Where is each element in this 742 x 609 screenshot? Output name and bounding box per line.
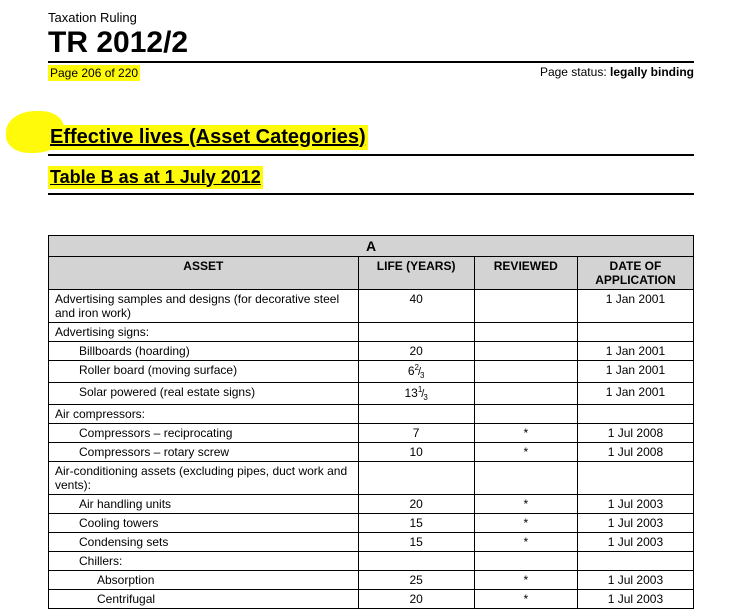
asset-cell: Solar powered (real estate signs) [49,382,359,404]
date-cell: 1 Jul 2003 [577,590,693,609]
table-letter-row: A [49,235,694,256]
reviewed-cell [474,341,577,360]
asset-cell: Compressors – reciprocating [49,424,359,443]
date-cell: 1 Jul 2003 [577,571,693,590]
doc-type-label: Taxation Ruling [48,10,694,25]
asset-cell: Condensing sets [49,533,359,552]
header-rule [48,61,694,63]
life-cell: 20 [358,590,474,609]
reviewed-cell: * [474,571,577,590]
page-status: Page status: legally binding [540,65,694,79]
reviewed-cell: * [474,514,577,533]
life-cell: 20 [358,495,474,514]
life-cell [358,552,474,571]
table-letter-cell: A [49,235,694,256]
asset-cell: Air compressors: [49,405,359,424]
life-cell: 7 [358,424,474,443]
col-header-reviewed: REVIEWED [474,256,577,289]
reviewed-cell [474,405,577,424]
reviewed-cell: * [474,443,577,462]
ruling-number: TR 2012/2 [48,27,694,59]
table-row: Condensing sets15*1 Jul 2003 [49,533,694,552]
date-cell [577,322,693,341]
date-cell: 1 Jul 2008 [577,443,693,462]
life-cell: 25 [358,571,474,590]
table-row: Cooling towers15*1 Jul 2003 [49,514,694,533]
asset-cell: Advertising signs: [49,322,359,341]
section-subtitle-highlight: Table B as at 1 July 2012 [48,166,263,189]
asset-cell: Cooling towers [49,514,359,533]
date-cell: 1 Jan 2001 [577,360,693,382]
section-title-highlight: Effective lives (Asset Categories) [48,125,368,150]
life-cell [358,462,474,495]
asset-cell: Air-conditioning assets (excluding pipes… [49,462,359,495]
table-header-row: ASSET LIFE (YEARS) REVIEWED DATE OF APPL… [49,256,694,289]
table-row: Compressors – reciprocating7*1 Jul 2008 [49,424,694,443]
page-number-highlight: Page 206 of 220 [48,65,140,81]
date-cell [577,462,693,495]
table-row: Compressors – rotary screw10*1 Jul 2008 [49,443,694,462]
reviewed-cell: * [474,590,577,609]
document-header: Taxation Ruling TR 2012/2 Page 206 of 22… [48,10,694,81]
asset-cell: Billboards (hoarding) [49,341,359,360]
asset-cell: Centrifugal [49,590,359,609]
life-cell: 62/3 [358,360,474,382]
date-cell: 1 Jan 2001 [577,289,693,322]
table-row: Advertising samples and designs (for dec… [49,289,694,322]
date-cell [577,405,693,424]
life-cell [358,405,474,424]
date-cell: 1 Jul 2003 [577,514,693,533]
table-row: Centrifugal20*1 Jul 2003 [49,590,694,609]
date-cell [577,552,693,571]
table-row: Air-conditioning assets (excluding pipes… [49,462,694,495]
reviewed-cell [474,462,577,495]
reviewed-cell [474,552,577,571]
table-row: Absorption25*1 Jul 2003 [49,571,694,590]
col-header-asset: ASSET [49,256,359,289]
table-row: Chillers: [49,552,694,571]
life-cell [358,322,474,341]
life-cell: 40 [358,289,474,322]
reviewed-cell: * [474,533,577,552]
asset-table: A ASSET LIFE (YEARS) REVIEWED DATE OF AP… [48,235,694,609]
table-row: Air compressors: [49,405,694,424]
life-cell: 20 [358,341,474,360]
table-row: Air handling units20*1 Jul 2003 [49,495,694,514]
table-row: Solar powered (real estate signs)131/3 1 … [49,382,694,404]
section-rule [48,154,694,156]
table-row: Roller board (moving surface)62/3 1 Jan 2… [49,360,694,382]
col-header-date: DATE OF APPLICATION [577,256,693,289]
page-status-prefix: Page status: [540,65,610,79]
date-cell: 1 Jan 2001 [577,382,693,404]
page-status-value: legally binding [610,65,694,79]
life-cell: 131/3 [358,382,474,404]
reviewed-cell [474,382,577,404]
subtitle-rule [48,193,694,195]
date-cell: 1 Jul 2003 [577,533,693,552]
date-cell: 1 Jul 2003 [577,495,693,514]
table-row: Advertising signs: [49,322,694,341]
asset-cell: Roller board (moving surface) [49,360,359,382]
asset-cell: Advertising samples and designs (for dec… [49,289,359,322]
section-header: Effective lives (Asset Categories) Table… [48,125,694,195]
life-cell: 15 [358,514,474,533]
reviewed-cell [474,322,577,341]
life-cell: 10 [358,443,474,462]
reviewed-cell [474,360,577,382]
asset-cell: Absorption [49,571,359,590]
asset-cell: Air handling units [49,495,359,514]
life-cell: 15 [358,533,474,552]
date-cell: 1 Jul 2008 [577,424,693,443]
reviewed-cell [474,289,577,322]
status-row: Page 206 of 220 Page status: legally bin… [48,65,694,81]
date-cell: 1 Jan 2001 [577,341,693,360]
table-row: Billboards (hoarding)20 1 Jan 2001 [49,341,694,360]
asset-cell: Compressors – rotary screw [49,443,359,462]
reviewed-cell: * [474,424,577,443]
asset-cell: Chillers: [49,552,359,571]
reviewed-cell: * [474,495,577,514]
col-header-life: LIFE (YEARS) [358,256,474,289]
